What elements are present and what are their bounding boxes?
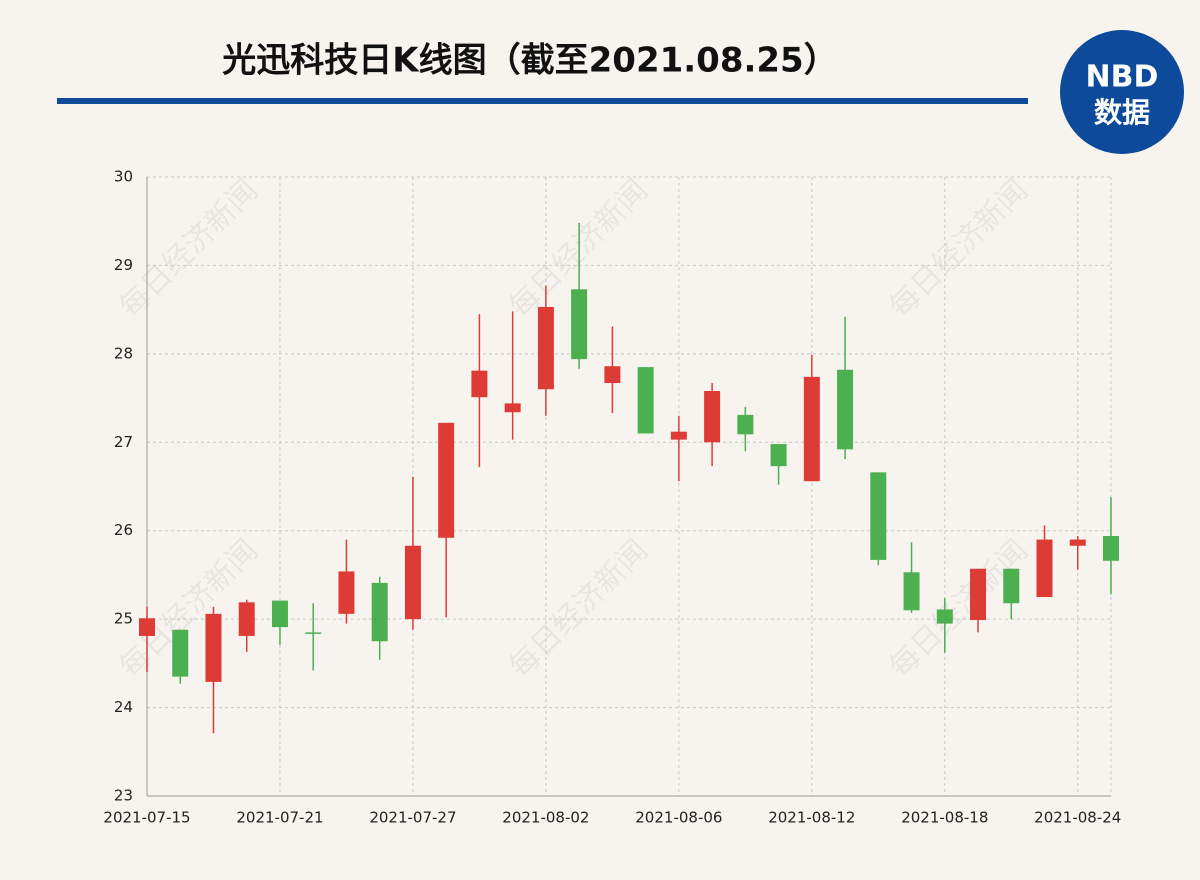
candle-body xyxy=(571,289,588,360)
candle-body xyxy=(471,370,488,398)
y-tick-label: 26 xyxy=(114,521,133,539)
y-tick-label: 27 xyxy=(114,433,133,451)
x-tick-label: 2021-08-12 xyxy=(768,809,855,827)
y-tick-label: 25 xyxy=(114,610,133,628)
x-tick-label: 2021-08-06 xyxy=(635,809,722,827)
title-rule xyxy=(57,98,1028,104)
y-tick-label: 23 xyxy=(114,787,133,805)
candle-body xyxy=(903,572,920,611)
candle-body xyxy=(238,602,255,636)
candle-body xyxy=(637,367,654,434)
candle-body xyxy=(371,582,388,642)
candle-body xyxy=(271,600,288,628)
candle-body xyxy=(205,613,222,682)
candle-body xyxy=(870,472,887,560)
y-tick-label: 28 xyxy=(114,344,133,362)
candle-body xyxy=(537,306,554,390)
candle-body xyxy=(305,632,322,634)
candle-body xyxy=(438,422,455,538)
candle-body xyxy=(837,369,854,450)
candle-body xyxy=(1003,568,1020,604)
logo xyxy=(1060,30,1184,154)
y-tick-label: 30 xyxy=(114,168,133,186)
x-tick-label: 2021-08-24 xyxy=(1034,809,1121,827)
candle-body xyxy=(770,444,787,467)
candle-body xyxy=(936,609,953,624)
x-tick-label: 2021-07-21 xyxy=(236,809,323,827)
plot: 23 24 25 26 27 28 29 30 2021-07-15 2021-07-21 2021… xyxy=(103,168,1121,827)
candle-body xyxy=(172,629,189,677)
candle-body xyxy=(970,568,987,621)
x-tick-label: 2021-08-18 xyxy=(901,809,988,827)
logo-text: NBD xyxy=(1086,60,1159,95)
x-tick-label: 2021-07-27 xyxy=(369,809,456,827)
candle-body xyxy=(504,403,521,413)
x-tick-label: 2021-07-15 xyxy=(103,809,190,827)
candle-body xyxy=(704,390,721,443)
y-tick-label: 24 xyxy=(114,698,133,716)
candle-body xyxy=(1103,536,1119,561)
candle-body xyxy=(1069,539,1086,546)
y-tick-label: 29 xyxy=(114,256,133,274)
candle-body xyxy=(404,545,421,620)
candle-body xyxy=(604,366,621,384)
candle-body xyxy=(1036,539,1053,598)
logo-text: 数据 xyxy=(1094,96,1150,129)
candle-body xyxy=(803,376,820,482)
chart-title: 光迅科技日K线图（截至2021.08.25） xyxy=(222,41,837,81)
candle-body xyxy=(139,618,155,636)
candle-body xyxy=(737,414,754,435)
x-tick-label: 2021-08-02 xyxy=(502,809,589,827)
candle-body xyxy=(338,571,355,614)
candle-body xyxy=(670,431,687,440)
